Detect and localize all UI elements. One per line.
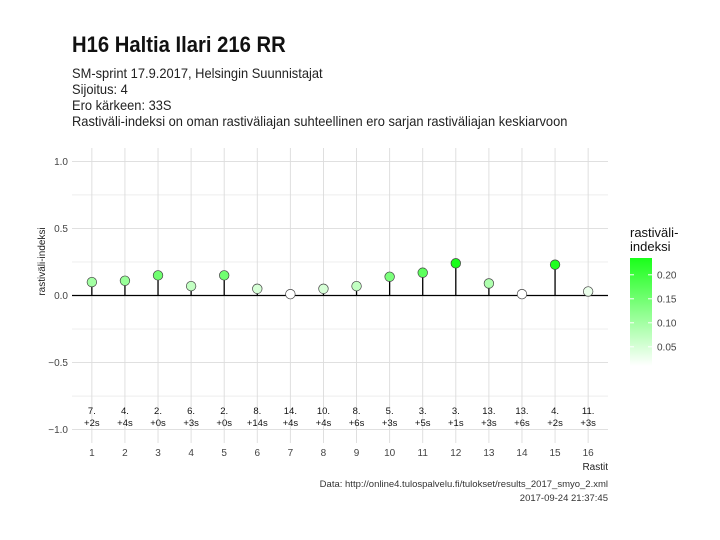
diff-label-8: +4s xyxy=(316,418,332,429)
diff-label-9: +6s xyxy=(349,418,365,429)
legend-title-line2: indeksi xyxy=(630,239,671,254)
y-tick-label: −1.0 xyxy=(48,425,68,436)
point-10 xyxy=(384,271,395,282)
legend-tick-label: 0.15 xyxy=(657,294,677,305)
legend-tick-label: 0.05 xyxy=(657,342,677,353)
x-tick-label: 10 xyxy=(384,448,396,459)
diff-label-13: +3s xyxy=(481,418,497,429)
x-tick-label: 14 xyxy=(516,448,528,459)
x-tick-label: 9 xyxy=(354,448,360,459)
point-1 xyxy=(86,276,98,288)
x-tick-label: 8 xyxy=(321,448,327,459)
y-tick-label: 0.5 xyxy=(54,224,68,235)
diff-label-15: +2s xyxy=(547,418,563,429)
diff-label-2: +4s xyxy=(117,418,133,429)
point-3 xyxy=(152,270,164,281)
point-16 xyxy=(582,286,594,297)
x-tick-label: 12 xyxy=(450,448,462,459)
x-tick-label: 16 xyxy=(583,448,595,459)
legend-color-bar xyxy=(630,258,652,366)
diff-label-16: +3s xyxy=(580,418,596,429)
split-annotations: 7.+2s4.+4s2.+0s6.+3s2.+0s8.+14s14.+4s10.… xyxy=(84,406,596,429)
rank-label-7: 14. xyxy=(284,406,297,417)
diff-label-12: +1s xyxy=(448,418,464,429)
grid-lines xyxy=(72,148,608,443)
point-12 xyxy=(450,258,461,269)
rank-label-15: 4. xyxy=(551,406,559,417)
rank-label-5: 2. xyxy=(220,406,228,417)
diff-label-4: +3s xyxy=(183,418,199,429)
y-tick-label: 1.0 xyxy=(54,157,68,168)
x-tick-label: 1 xyxy=(89,448,95,459)
rank-label-13: 13. xyxy=(482,406,495,417)
x-tick-label: 2 xyxy=(122,448,128,459)
x-tick-label: 11 xyxy=(418,448,429,459)
rank-label-3: 2. xyxy=(154,406,162,417)
diff-label-1: +2s xyxy=(84,418,100,429)
x-tick-label: 5 xyxy=(221,448,227,459)
diff-label-3: +0s xyxy=(150,418,166,429)
x-tick-label: 4 xyxy=(188,448,194,459)
rank-label-16: 11. xyxy=(582,406,595,417)
point-11 xyxy=(417,267,428,278)
diff-label-11: +5s xyxy=(415,418,431,429)
diff-label-5: +0s xyxy=(216,418,232,429)
x-tick-label: 3 xyxy=(155,448,161,459)
x-tick-label: 15 xyxy=(549,448,561,459)
diff-label-6: +14s xyxy=(247,418,268,429)
rank-label-6: 8. xyxy=(253,406,261,417)
axes: −1.0−0.50.00.51.01 2 3 4 5 6 7 8 9 10 11 12 13 14 15 16… xyxy=(37,157,608,473)
point-7 xyxy=(285,289,296,300)
rank-label-9: 8. xyxy=(353,406,361,417)
data-points xyxy=(86,258,594,300)
x-tick-label: 6 xyxy=(255,448,261,459)
y-tick-label: 0.0 xyxy=(54,291,68,302)
point-9 xyxy=(351,280,362,292)
rank-label-14: 13. xyxy=(515,406,528,417)
data-source-caption: Data: http://online4.tulospalvelu.fi/tul… xyxy=(320,479,608,490)
subtitle-event: SM-sprint 17.9.2017, Helsingin Suunnista… xyxy=(72,65,323,81)
subtitle-gap: Ero kärkeen: 33S xyxy=(72,97,172,113)
diff-label-7: +4s xyxy=(283,418,299,429)
rank-label-4: 6. xyxy=(187,406,195,417)
point-15 xyxy=(549,259,561,270)
rank-label-12: 3. xyxy=(452,406,460,417)
x-tick-label: 13 xyxy=(483,448,495,459)
rank-label-1: 7. xyxy=(88,406,96,417)
point-13 xyxy=(483,278,495,289)
timestamp-caption: 2017-09-24 21:37:45 xyxy=(520,493,608,504)
point-6 xyxy=(252,283,263,294)
subtitle-placement: Sijoitus: 4 xyxy=(72,81,128,97)
diff-label-14: +6s xyxy=(514,418,530,429)
point-5 xyxy=(219,270,230,281)
x-axis-label: Rastit xyxy=(582,462,608,473)
y-axis-label: rastiväli-indeksi xyxy=(37,227,48,295)
stems xyxy=(91,263,589,296)
point-8 xyxy=(318,283,329,294)
rank-label-11: 3. xyxy=(419,406,427,417)
y-tick-label: −0.5 xyxy=(48,358,68,369)
color-legend: rastiväli-indeksi 0.05 0.10 0.15 0.20 xyxy=(630,225,678,366)
legend-tick-label: 0.10 xyxy=(657,318,677,329)
rank-label-2: 4. xyxy=(121,406,129,417)
rank-label-8: 10. xyxy=(317,406,330,417)
point-2 xyxy=(119,275,131,286)
legend-tick-label: 0.20 xyxy=(657,270,677,281)
x-tick-label: 7 xyxy=(288,448,294,459)
point-4 xyxy=(185,280,197,292)
legend-title-line1: rastiväli- xyxy=(630,225,678,240)
diff-label-10: +3s xyxy=(382,418,398,429)
rank-label-10: 5. xyxy=(386,406,394,417)
chart-title: H16 Haltia Ilari 216 RR xyxy=(72,32,286,57)
point-14 xyxy=(516,289,528,300)
subtitle-description: Rastiväli-indeksi on oman rastiväliajan … xyxy=(72,113,568,129)
